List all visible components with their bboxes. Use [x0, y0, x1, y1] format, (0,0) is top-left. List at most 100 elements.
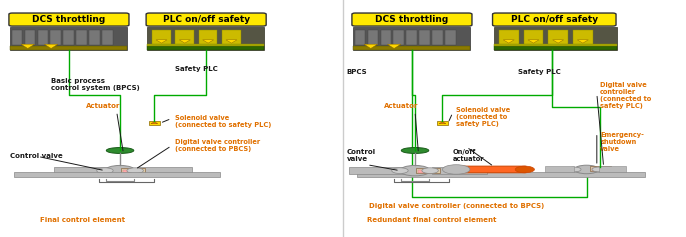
Text: On/off
actuator: On/off actuator	[453, 149, 484, 162]
FancyBboxPatch shape	[590, 166, 611, 171]
Text: Emergency-
shutdown
valve: Emergency- shutdown valve	[600, 132, 644, 152]
Text: Control
valve: Control valve	[346, 149, 375, 162]
Polygon shape	[528, 40, 539, 43]
FancyBboxPatch shape	[494, 44, 617, 46]
FancyBboxPatch shape	[147, 27, 264, 50]
Circle shape	[105, 165, 135, 176]
Polygon shape	[553, 40, 564, 43]
Text: Safety PLC: Safety PLC	[518, 69, 560, 75]
FancyBboxPatch shape	[353, 46, 470, 50]
FancyBboxPatch shape	[592, 168, 602, 171]
Circle shape	[127, 168, 143, 173]
FancyBboxPatch shape	[494, 27, 617, 50]
FancyBboxPatch shape	[573, 30, 593, 45]
FancyBboxPatch shape	[349, 167, 415, 174]
FancyBboxPatch shape	[152, 30, 171, 45]
FancyBboxPatch shape	[76, 30, 86, 45]
Circle shape	[97, 168, 113, 173]
FancyBboxPatch shape	[146, 13, 266, 26]
Text: Basic process
control system (BPCS): Basic process control system (BPCS)	[51, 78, 140, 91]
Text: Final control element: Final control element	[40, 217, 125, 223]
FancyBboxPatch shape	[147, 46, 264, 50]
Ellipse shape	[401, 147, 429, 154]
Polygon shape	[202, 40, 213, 43]
Circle shape	[422, 168, 438, 173]
FancyBboxPatch shape	[432, 30, 442, 45]
Text: Digital valve controller
(connected to PBCS): Digital valve controller (connected to P…	[175, 139, 260, 152]
FancyBboxPatch shape	[381, 30, 391, 45]
FancyBboxPatch shape	[12, 30, 22, 45]
Polygon shape	[387, 44, 401, 48]
Polygon shape	[45, 44, 58, 48]
FancyBboxPatch shape	[353, 27, 470, 50]
Circle shape	[392, 168, 408, 173]
FancyBboxPatch shape	[548, 30, 568, 45]
FancyBboxPatch shape	[123, 170, 136, 173]
Circle shape	[400, 165, 430, 176]
Circle shape	[515, 166, 534, 173]
Polygon shape	[226, 40, 237, 43]
Polygon shape	[504, 40, 514, 43]
Text: Digital valve controller (connected to BPCS): Digital valve controller (connected to B…	[368, 203, 544, 209]
FancyBboxPatch shape	[406, 30, 417, 45]
FancyBboxPatch shape	[102, 30, 113, 45]
Polygon shape	[578, 40, 589, 43]
Text: Actuator: Actuator	[384, 103, 418, 109]
FancyBboxPatch shape	[54, 167, 120, 174]
FancyBboxPatch shape	[545, 167, 574, 173]
FancyBboxPatch shape	[176, 30, 194, 45]
Text: Safety PLC: Safety PLC	[175, 66, 217, 72]
FancyBboxPatch shape	[499, 30, 519, 45]
FancyBboxPatch shape	[445, 30, 456, 45]
FancyBboxPatch shape	[38, 30, 48, 45]
Circle shape	[567, 167, 581, 172]
FancyBboxPatch shape	[14, 172, 220, 177]
FancyBboxPatch shape	[25, 30, 35, 45]
Text: PLC on/off safety: PLC on/off safety	[510, 15, 598, 24]
FancyBboxPatch shape	[147, 44, 264, 46]
FancyBboxPatch shape	[419, 30, 429, 45]
FancyBboxPatch shape	[199, 30, 217, 45]
FancyBboxPatch shape	[137, 167, 192, 174]
FancyBboxPatch shape	[599, 167, 626, 173]
FancyBboxPatch shape	[418, 170, 431, 173]
FancyBboxPatch shape	[394, 30, 404, 45]
Circle shape	[574, 165, 599, 174]
Text: Digital valve
controller
(connected to
safety PLC): Digital valve controller (connected to s…	[600, 82, 652, 109]
Text: Control valve: Control valve	[10, 153, 63, 159]
FancyBboxPatch shape	[437, 121, 448, 125]
Polygon shape	[179, 40, 190, 43]
FancyBboxPatch shape	[432, 167, 487, 174]
FancyBboxPatch shape	[494, 46, 617, 50]
FancyBboxPatch shape	[462, 166, 526, 173]
Text: Solenoid valve
(connected to
safety PLC): Solenoid valve (connected to safety PLC)	[456, 107, 510, 127]
FancyBboxPatch shape	[149, 121, 160, 125]
FancyBboxPatch shape	[51, 30, 61, 45]
Polygon shape	[151, 122, 158, 124]
Circle shape	[442, 165, 470, 174]
Polygon shape	[439, 122, 446, 124]
Text: DCS throttling: DCS throttling	[375, 15, 449, 24]
FancyBboxPatch shape	[352, 13, 472, 26]
Polygon shape	[21, 44, 34, 48]
FancyBboxPatch shape	[10, 27, 127, 50]
FancyBboxPatch shape	[357, 172, 645, 177]
FancyBboxPatch shape	[523, 30, 543, 45]
FancyBboxPatch shape	[368, 30, 378, 45]
FancyBboxPatch shape	[222, 30, 241, 45]
FancyBboxPatch shape	[121, 168, 145, 173]
FancyBboxPatch shape	[89, 30, 99, 45]
Text: Solenoid valve
(connected to safety PLC): Solenoid valve (connected to safety PLC)	[175, 115, 271, 128]
FancyBboxPatch shape	[63, 30, 74, 45]
Text: PLC on/off safety: PLC on/off safety	[163, 15, 250, 24]
Circle shape	[592, 167, 606, 172]
FancyBboxPatch shape	[9, 13, 129, 26]
FancyBboxPatch shape	[355, 30, 365, 45]
FancyBboxPatch shape	[10, 46, 127, 50]
Ellipse shape	[106, 147, 134, 154]
FancyBboxPatch shape	[416, 168, 440, 173]
Polygon shape	[156, 40, 167, 43]
Text: DCS throttling: DCS throttling	[32, 15, 106, 24]
Text: BPCS: BPCS	[346, 69, 367, 75]
Text: Redundant final control element: Redundant final control element	[367, 217, 497, 223]
